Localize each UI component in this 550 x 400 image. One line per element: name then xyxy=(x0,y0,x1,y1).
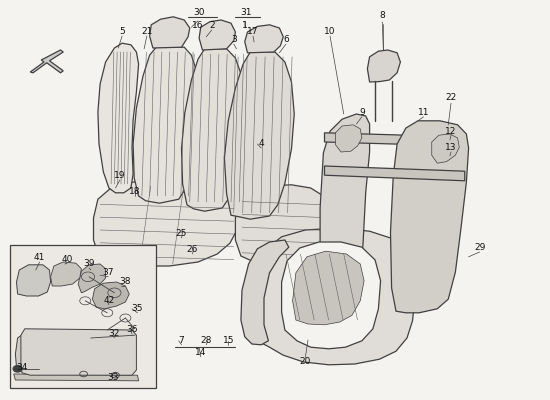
Text: 22: 22 xyxy=(446,94,456,102)
Polygon shape xyxy=(320,114,370,307)
Text: 13: 13 xyxy=(446,144,456,152)
Text: 10: 10 xyxy=(324,28,336,36)
Polygon shape xyxy=(390,121,469,313)
Polygon shape xyxy=(224,52,294,219)
Text: 36: 36 xyxy=(126,326,138,334)
Polygon shape xyxy=(133,47,199,203)
Polygon shape xyxy=(245,25,283,53)
Text: 19: 19 xyxy=(114,172,125,180)
Text: 6: 6 xyxy=(283,36,289,44)
Text: 15: 15 xyxy=(223,336,234,345)
Text: 8: 8 xyxy=(379,11,385,20)
Text: 29: 29 xyxy=(474,244,485,252)
Text: 30: 30 xyxy=(194,8,205,17)
Text: 7: 7 xyxy=(179,336,184,345)
Text: 42: 42 xyxy=(103,296,114,305)
Text: 40: 40 xyxy=(62,255,73,264)
Polygon shape xyxy=(51,262,81,286)
Text: 2: 2 xyxy=(209,22,214,30)
Circle shape xyxy=(13,366,22,372)
Polygon shape xyxy=(235,185,329,263)
Polygon shape xyxy=(324,133,462,146)
Polygon shape xyxy=(324,166,465,181)
Text: 11: 11 xyxy=(418,108,429,117)
Polygon shape xyxy=(367,50,400,82)
Polygon shape xyxy=(199,20,235,50)
Text: 35: 35 xyxy=(132,304,143,313)
Text: 21: 21 xyxy=(141,28,152,36)
Text: 12: 12 xyxy=(446,127,456,136)
Polygon shape xyxy=(150,17,190,48)
Polygon shape xyxy=(30,50,63,73)
Text: 38: 38 xyxy=(120,278,131,286)
Text: 33: 33 xyxy=(107,374,118,382)
Polygon shape xyxy=(252,228,415,365)
Polygon shape xyxy=(432,134,459,163)
Polygon shape xyxy=(78,264,106,293)
Text: 4: 4 xyxy=(258,140,264,148)
Text: 20: 20 xyxy=(300,358,311,366)
Polygon shape xyxy=(14,374,139,381)
Text: 5: 5 xyxy=(119,28,125,36)
Text: 14: 14 xyxy=(195,348,206,357)
Text: 32: 32 xyxy=(109,330,120,338)
Text: 39: 39 xyxy=(84,260,95,268)
Text: 17: 17 xyxy=(248,28,258,36)
Polygon shape xyxy=(98,43,139,193)
Polygon shape xyxy=(94,181,241,266)
Polygon shape xyxy=(16,265,51,296)
Polygon shape xyxy=(336,125,362,152)
Text: 34: 34 xyxy=(16,363,28,372)
Polygon shape xyxy=(21,329,136,375)
Polygon shape xyxy=(293,251,364,325)
Bar xyxy=(10,245,156,388)
Text: 25: 25 xyxy=(176,230,187,238)
Polygon shape xyxy=(15,333,51,369)
Polygon shape xyxy=(282,242,381,349)
Text: 9: 9 xyxy=(359,108,365,117)
Text: 37: 37 xyxy=(103,268,114,277)
Text: 18: 18 xyxy=(129,188,140,196)
Text: 26: 26 xyxy=(187,246,198,254)
Text: 1: 1 xyxy=(242,22,248,30)
Polygon shape xyxy=(182,49,245,211)
Polygon shape xyxy=(92,282,129,309)
Text: 41: 41 xyxy=(34,254,45,262)
Text: 3: 3 xyxy=(231,36,236,44)
Text: 16: 16 xyxy=(192,22,204,30)
Text: 31: 31 xyxy=(241,8,252,17)
Text: 28: 28 xyxy=(201,336,212,345)
Polygon shape xyxy=(241,240,289,345)
